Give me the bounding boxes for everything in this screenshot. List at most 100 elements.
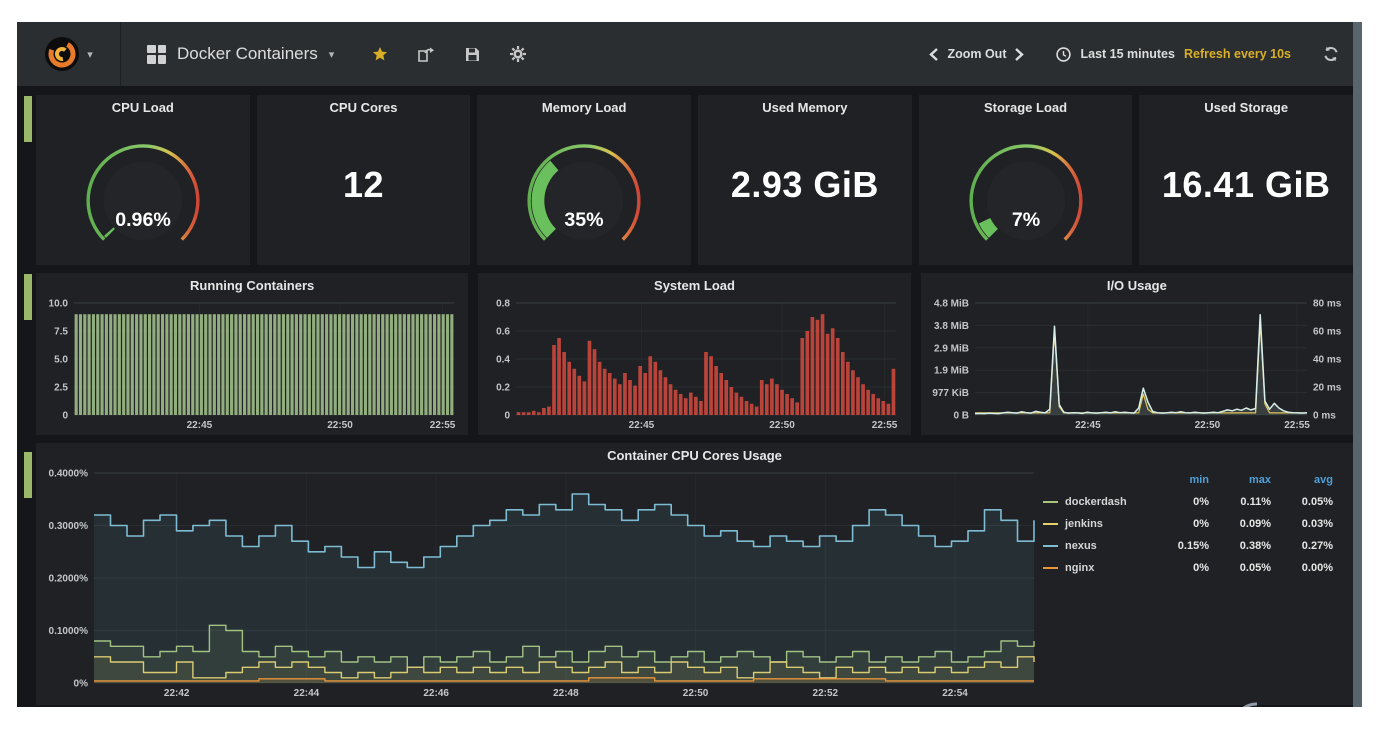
svg-text:22:55: 22:55: [1284, 420, 1310, 431]
cpu-cores-row: Container CPU Cores Usage 0.4000% 0.3000%…: [36, 443, 1353, 705]
chevron-down-icon: ▾: [328, 48, 335, 61]
zoom-out-button[interactable]: Zoom Out: [947, 47, 1007, 61]
series-color-swatch: [1043, 567, 1058, 569]
time-range-button[interactable]: Last 15 minutes: [1080, 47, 1175, 61]
panel-title[interactable]: Used Memory: [762, 100, 848, 115]
svg-text:7.5: 7.5: [54, 327, 68, 338]
legend-avg-value: 0.00%: [1301, 562, 1333, 574]
svg-text:22:55: 22:55: [872, 420, 898, 431]
svg-text:22:54: 22:54: [942, 688, 968, 699]
svg-text:0.3000%: 0.3000%: [49, 521, 89, 532]
svg-text:0 B: 0 B: [953, 411, 969, 422]
panel-title[interactable]: Storage Load: [983, 100, 1068, 115]
svg-text:0.96%: 0.96%: [115, 209, 171, 231]
svg-text:22:45: 22:45: [187, 420, 213, 431]
legend-header-max[interactable]: max: [1248, 474, 1271, 486]
panel-title[interactable]: System Load: [654, 278, 735, 293]
legend-header-min[interactable]: min: [1189, 474, 1209, 486]
clock-icon: [1056, 46, 1072, 62]
svg-text:0.4000%: 0.4000%: [49, 469, 89, 480]
legend-header-avg[interactable]: avg: [1314, 474, 1333, 486]
legend-series-toggle[interactable]: dockerdash: [1043, 496, 1151, 508]
gear-button[interactable]: [510, 46, 527, 62]
stats-row: CPU Load 0.96% CPU Cores 12 Memory Load …: [36, 95, 1354, 265]
svg-text:22:48: 22:48: [553, 688, 579, 699]
legend-max-value: 0.38%: [1239, 540, 1271, 552]
svg-text:0.6: 0.6: [496, 327, 510, 338]
svg-text:40 ms: 40 ms: [1313, 355, 1342, 366]
legend-min-value: 0%: [1193, 496, 1209, 508]
legend-min-value: 0%: [1193, 518, 1209, 530]
svg-text:22:50: 22:50: [327, 420, 353, 431]
panel-title[interactable]: Container CPU Cores Usage: [607, 448, 782, 463]
svg-text:22:45: 22:45: [1075, 420, 1101, 431]
stat-value: 12: [342, 164, 385, 206]
panel-title[interactable]: Memory Load: [541, 100, 627, 115]
panel-cpu-load: CPU Load 0.96%: [36, 95, 250, 265]
svg-text:22:50: 22:50: [683, 688, 709, 699]
svg-text:22:52: 22:52: [813, 688, 839, 699]
grafana-menu-button[interactable]: ▾: [17, 22, 121, 86]
svg-text:2.5: 2.5: [54, 383, 68, 394]
chevron-right-icon[interactable]: [1015, 47, 1025, 61]
legend-series-toggle[interactable]: nexus: [1043, 540, 1151, 552]
svg-text:0.2000%: 0.2000%: [49, 574, 89, 585]
legend-row-dockerdash: dockerdash 0% 0.11% 0.05%: [1043, 491, 1343, 513]
panel-io-usage: I/O Usage 4.8 MiB 3.8 MiB 2.9 MiB 1.9 MiB 97…: [920, 273, 1353, 435]
running-containers-chart[interactable]: 10.0 7.5 5.0 2.5 0 22:45 22:50 22:55: [38, 295, 466, 432]
svg-text:60 ms: 60 ms: [1313, 327, 1342, 338]
dashboard-grid-icon: [147, 44, 166, 64]
refresh-interval-button[interactable]: Refresh every 10s: [1183, 47, 1291, 61]
scrollbar[interactable]: [1353, 22, 1362, 707]
row-toggle-handle[interactable]: [24, 452, 32, 498]
row-toggle-handle[interactable]: [24, 96, 32, 142]
io-usage-chart[interactable]: 4.8 MiB 3.8 MiB 2.9 MiB 1.9 MiB 977 KiB 0 B 80…: [923, 295, 1351, 432]
svg-text:977 KiB: 977 KiB: [932, 388, 969, 399]
legend-max-value: 0.05%: [1239, 562, 1271, 574]
panel-title[interactable]: CPU Load: [111, 100, 174, 115]
legend-series-toggle[interactable]: jenkins: [1043, 518, 1151, 530]
svg-text:0.8: 0.8: [496, 299, 510, 310]
panel-running-containers: Running Containers 10.0 7.5 5.0 2.5 0 22:45 22…: [36, 273, 469, 435]
save-button[interactable]: [465, 47, 480, 62]
svg-text:0: 0: [62, 411, 68, 422]
dashboard-picker[interactable]: Docker Containers ▾: [121, 22, 358, 86]
panel-system-load: System Load 0.8 0.6 0.4 0.2 0 22:45 22:50 22:55: [478, 273, 911, 435]
refresh-icon[interactable]: [1323, 46, 1339, 62]
svg-text:20 ms: 20 ms: [1313, 383, 1342, 394]
svg-text:3.8 MiB: 3.8 MiB: [934, 321, 969, 332]
legend-max-value: 0.09%: [1239, 518, 1271, 530]
svg-text:1.9 MiB: 1.9 MiB: [934, 366, 969, 377]
grafana-logo-icon: [45, 37, 80, 71]
system-load-chart[interactable]: 0.8 0.6 0.4 0.2 0 22:45 22:50 22:55: [480, 295, 908, 432]
chevron-left-icon[interactable]: [929, 47, 939, 61]
time-controls: Zoom Out Last 15 minutes Refresh every 1…: [929, 46, 1353, 62]
svg-text:22:42: 22:42: [164, 688, 190, 699]
legend-min-value: 0.15%: [1177, 540, 1209, 552]
legend-row-jenkins: jenkins 0% 0.09% 0.03%: [1043, 513, 1343, 535]
charts-row: Running Containers 10.0 7.5 5.0 2.5 0 22:45 22…: [36, 273, 1353, 435]
legend-max-value: 0.11%: [1240, 496, 1271, 508]
svg-text:0%: 0%: [74, 679, 89, 690]
svg-text:22:44: 22:44: [294, 688, 320, 699]
panel-memory-load: Memory Load 35%: [477, 95, 692, 265]
share-button[interactable]: [418, 47, 435, 62]
svg-text:0.1000%: 0.1000%: [49, 626, 89, 637]
series-color-swatch: [1043, 501, 1058, 503]
legend-series-toggle[interactable]: nginx: [1043, 562, 1151, 574]
svg-text:22:50: 22:50: [1194, 420, 1220, 431]
panel-title[interactable]: I/O Usage: [1106, 278, 1167, 293]
svg-text:22:55: 22:55: [430, 420, 456, 431]
svg-text:80 ms: 80 ms: [1313, 299, 1342, 310]
svg-text:0: 0: [505, 411, 511, 422]
panel-title[interactable]: Used Storage: [1204, 100, 1289, 115]
row-toggle-handle[interactable]: [24, 274, 32, 320]
legend-avg-value: 0.05%: [1301, 496, 1333, 508]
svg-text:22:45: 22:45: [629, 420, 655, 431]
panel-title[interactable]: Running Containers: [190, 278, 315, 293]
panel-title[interactable]: CPU Cores: [329, 100, 398, 115]
star-button[interactable]: [372, 46, 388, 62]
legend-min-value: 0%: [1193, 562, 1209, 574]
container-cpu-chart[interactable]: 0.4000% 0.3000% 0.2000% 0.1000% 0% 22:42 22:44…: [38, 465, 1044, 699]
chart-legend: min max avg dockerdash 0% 0.11% 0.05% je…: [1043, 469, 1343, 579]
